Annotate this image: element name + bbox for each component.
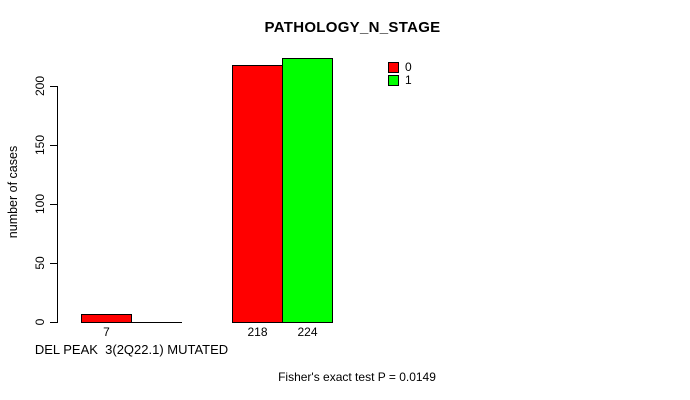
legend-swatch-1 (388, 75, 399, 86)
y-tick-mark (50, 86, 57, 87)
bar-series-1-zero (131, 322, 182, 323)
bar-value-label: 224 (297, 325, 318, 339)
legend-item: 0 (388, 60, 412, 74)
chart-title: PATHOLOGY_N_STAGE (264, 19, 441, 36)
y-tick-mark (50, 204, 57, 205)
y-axis-line (57, 86, 58, 323)
bar-value-label: 7 (103, 325, 110, 339)
y-tick-mark (50, 322, 57, 323)
y-tick-mark (50, 263, 57, 264)
legend-label: 1 (405, 73, 412, 87)
bar-series-1 (282, 58, 333, 323)
x-category-label: DEL PEAK 3(2Q22.1) MUTATED (34, 342, 229, 357)
y-tick-label: 100 (33, 193, 47, 215)
y-tick-label: 0 (33, 318, 47, 326)
legend-label: 0 (405, 60, 412, 74)
y-tick-label: 50 (33, 256, 47, 270)
bar-series-0 (232, 65, 283, 323)
bar-value-label: 218 (247, 325, 268, 339)
y-tick-label: 150 (33, 134, 47, 156)
y-tick-label: 200 (33, 75, 47, 97)
legend-item: 1 (388, 73, 412, 87)
legend-swatch-0 (388, 62, 399, 73)
y-tick-mark (50, 145, 57, 146)
bar-series-0 (81, 314, 132, 323)
fisher-test-annotation: Fisher's exact test P = 0.0149 (278, 370, 436, 384)
